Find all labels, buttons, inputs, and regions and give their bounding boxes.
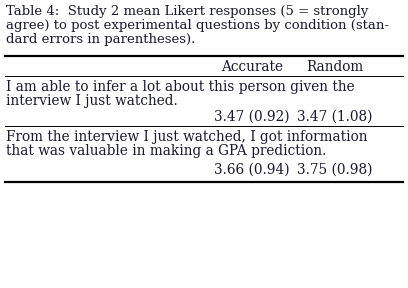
Text: dard errors in parentheses).: dard errors in parentheses). xyxy=(6,33,195,46)
Text: that was valuable in making a GPA prediction.: that was valuable in making a GPA predic… xyxy=(6,144,326,158)
Text: I am able to infer a lot about this person given the: I am able to infer a lot about this pers… xyxy=(6,80,355,94)
Text: Accurate: Accurate xyxy=(221,60,283,74)
Text: 3.66 (0.94): 3.66 (0.94) xyxy=(214,163,290,177)
Text: 3.47 (0.92): 3.47 (0.92) xyxy=(214,110,290,124)
Text: 3.47 (1.08): 3.47 (1.08) xyxy=(297,110,373,124)
Text: Random: Random xyxy=(306,60,363,74)
Text: Table 4:  Study 2 mean Likert responses (5 = strongly: Table 4: Study 2 mean Likert responses (… xyxy=(6,5,368,18)
Text: 3.75 (0.98): 3.75 (0.98) xyxy=(297,163,373,177)
Text: From the interview I just watched, I got information: From the interview I just watched, I got… xyxy=(6,130,368,144)
Text: interview I just watched.: interview I just watched. xyxy=(6,94,178,108)
Text: agree) to post experimental questions by condition (stan-: agree) to post experimental questions by… xyxy=(6,19,389,32)
